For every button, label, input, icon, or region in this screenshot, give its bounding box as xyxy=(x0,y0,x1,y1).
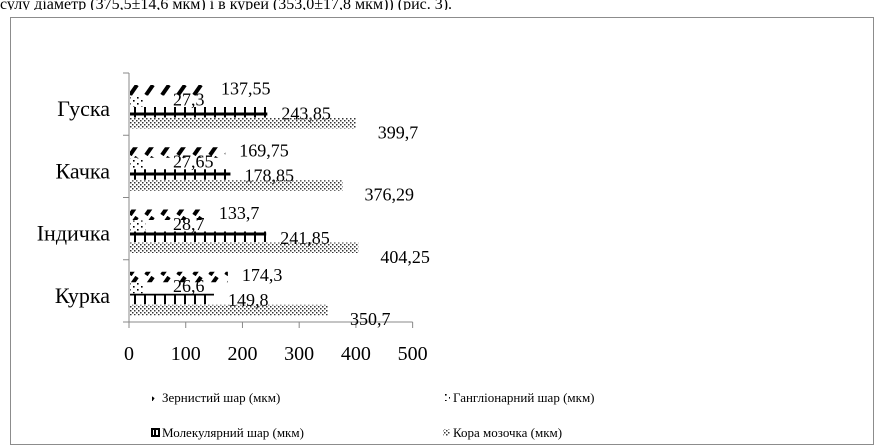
bar-2-3[interactable] xyxy=(130,180,343,191)
data-label: 350,7 xyxy=(350,309,391,329)
data-label: 27,3 xyxy=(173,89,205,109)
bar-2-2[interactable] xyxy=(130,169,231,180)
legend-swatch-0 xyxy=(152,394,159,401)
x-tick-label: 500 xyxy=(398,343,428,365)
data-label: 26,6 xyxy=(173,276,205,296)
bar-1-0[interactable] xyxy=(130,209,205,221)
data-label: 376,29 xyxy=(364,185,414,205)
bar-3-1[interactable] xyxy=(130,96,145,107)
bar-3-0[interactable] xyxy=(130,85,208,96)
legend-swatch-3 xyxy=(443,429,450,436)
x-tick-label: 300 xyxy=(284,343,314,365)
bar-3-3[interactable] xyxy=(130,118,356,129)
bar-3-2[interactable] xyxy=(130,107,268,118)
bar-2-1[interactable] xyxy=(130,158,145,169)
legend-swatch-2 xyxy=(151,428,160,437)
data-label: 169,75 xyxy=(239,141,288,161)
category-label: Курка xyxy=(55,283,110,308)
data-label: 137,55 xyxy=(221,78,271,98)
x-tick-label: 0 xyxy=(124,343,134,365)
data-label: 174,3 xyxy=(242,265,283,285)
legend-label-0: Зернистий шар (мкм) xyxy=(162,390,280,405)
page-caption: сулу діаметр (375,5±14,6 мкм) і в курей … xyxy=(0,0,453,10)
legend-label-3: Кора мозочка (мкм) xyxy=(453,425,562,440)
bar-1-1[interactable] xyxy=(130,220,146,232)
category-label: Качка xyxy=(56,158,111,183)
chart-frame xyxy=(10,17,874,445)
bar-0-3[interactable] xyxy=(130,304,328,316)
legend-label-1: Гангліонарний шар (мкм) xyxy=(453,390,595,405)
data-label: 399,7 xyxy=(378,122,419,142)
x-tick-label: 100 xyxy=(171,343,201,365)
data-label: 27,65 xyxy=(173,152,214,172)
bar-0-0[interactable] xyxy=(130,271,228,283)
bar-0-2[interactable] xyxy=(130,293,214,305)
category-label: Індичка xyxy=(37,221,110,246)
data-label: 404,25 xyxy=(380,247,430,267)
x-tick-label: 400 xyxy=(341,343,371,365)
bar-0-1[interactable] xyxy=(130,282,145,294)
bar-1-3[interactable] xyxy=(130,242,359,254)
bar-2-0[interactable] xyxy=(130,147,226,158)
category-label: Гуска xyxy=(57,96,110,121)
x-tick-label: 200 xyxy=(227,343,257,365)
data-label: 28,7 xyxy=(173,214,205,234)
legend-label-2: Молекулярний шар (мкм) xyxy=(162,425,304,440)
data-label: 133,7 xyxy=(219,203,260,223)
legend-swatch-1 xyxy=(443,394,450,401)
bar-1-2[interactable] xyxy=(130,231,267,243)
